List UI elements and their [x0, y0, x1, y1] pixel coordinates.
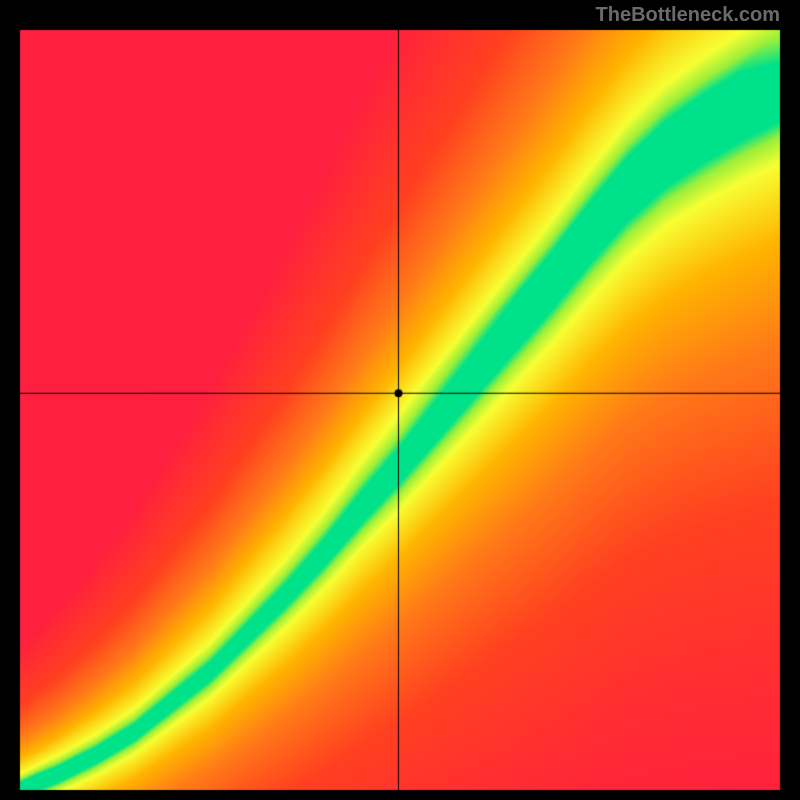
chart-container: TheBottleneck.com: [0, 0, 800, 800]
watermark-text: TheBottleneck.com: [596, 4, 780, 27]
heatmap-canvas: [0, 0, 800, 800]
